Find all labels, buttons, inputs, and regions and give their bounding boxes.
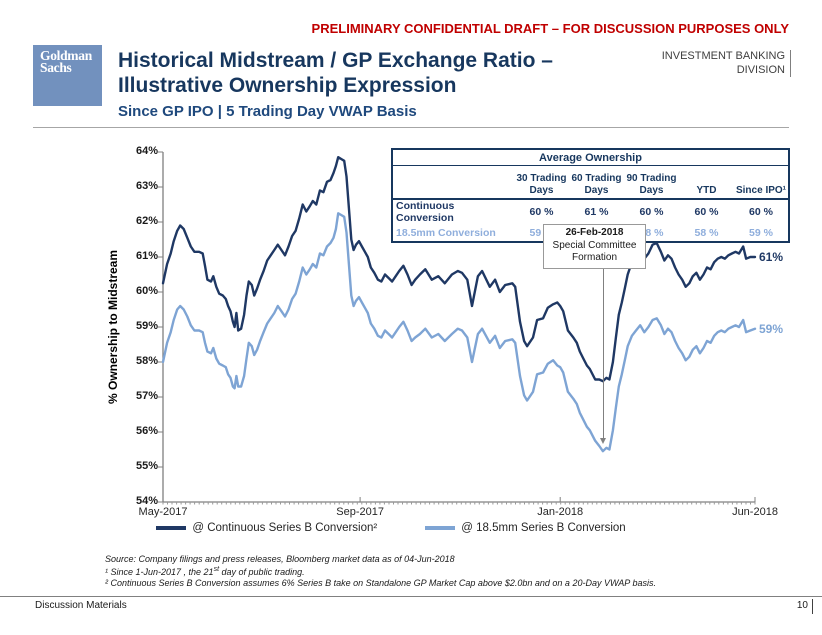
footnote-2: ² Continuous Series B Conversion assumes… xyxy=(105,577,656,588)
page-title: Historical Midstream / GP Exchange Ratio… xyxy=(118,48,658,98)
chart-legend: @ Continuous Series B Conversion² @ 18.5… xyxy=(0,522,782,534)
y-tick-label: 55% xyxy=(135,460,158,472)
x-axis-major-ticks xyxy=(162,497,756,502)
cell-value: 60 % xyxy=(749,206,773,218)
ownership-line-chart xyxy=(158,151,757,505)
footnote-1-text-end: day of public trading. xyxy=(219,566,305,577)
table-col-ytd: YTD xyxy=(679,165,734,200)
footnotes: Source: Company filings and press releas… xyxy=(105,554,656,588)
x-axis-minor-ticks xyxy=(162,502,756,505)
y-tick-label: 58% xyxy=(135,355,158,367)
series-end-label-continuous: 61% xyxy=(759,250,784,264)
cell-value: 61 % xyxy=(584,206,609,218)
table-col-60d: 60 Trading Days xyxy=(569,165,624,200)
annotation-box: 26-Feb-2018 Special Committee Formation xyxy=(543,224,646,269)
goldman-sachs-logo: Goldman Sachs xyxy=(33,45,102,106)
division-line2: DIVISION xyxy=(736,63,785,76)
y-tick-label: 62% xyxy=(135,215,158,227)
y-tick-label: 63% xyxy=(135,180,158,192)
18-5mm-conversion-line xyxy=(161,212,757,453)
cell-value: 60 % xyxy=(694,206,719,218)
legend-line-swatch-light xyxy=(425,526,456,530)
footer-divider xyxy=(0,596,822,597)
x-tick-label: Sep-2017 xyxy=(336,506,384,518)
footer-deck-title: Discussion Materials xyxy=(35,600,127,611)
table-title: Average Ownership xyxy=(392,149,789,166)
annotation-date: 26-Feb-2018 xyxy=(565,227,624,238)
logo-line1: Goldman xyxy=(40,48,92,63)
cell-value: 59 % xyxy=(749,226,773,239)
y-tick-label: 59% xyxy=(135,320,158,332)
series-end-label-18-5mm: 59% xyxy=(759,321,784,336)
legend-label-18-5mm: @ 18.5mm Series B Conversion xyxy=(461,522,626,534)
y-tick-label: 61% xyxy=(135,250,158,262)
legend-line-swatch-dark xyxy=(156,526,187,530)
footnote-1-text: ¹ Since 1-Jun-2017 , the 21 xyxy=(105,566,214,577)
footnote-1: ¹ Since 1-Jun-2017 , the 21st day of pub… xyxy=(105,565,656,578)
y-tick-label: 56% xyxy=(135,425,158,437)
y-tick-label: 60% xyxy=(135,285,158,297)
annotation-arrow xyxy=(600,268,606,444)
table-col-blank xyxy=(392,165,514,200)
y-tick-label: 57% xyxy=(135,390,158,402)
page-number: 10 xyxy=(797,599,813,614)
footnote-1-superscript: st xyxy=(213,565,220,573)
average-ownership-table: Average Ownership 30 Trading Days 60 Tra… xyxy=(391,148,790,243)
title-block: Historical Midstream / GP Exchange Ratio… xyxy=(118,48,658,98)
division-line1: INVESTMENT BANKING xyxy=(661,50,785,62)
cell-value: 60 % xyxy=(639,206,664,218)
y-tick-label: 64% xyxy=(135,145,158,157)
cell-value: 60 % xyxy=(529,206,554,218)
y-axis-ticks xyxy=(158,151,163,503)
page-subtitle: Since GP IPO | 5 Trading Day VWAP Basis xyxy=(118,103,417,120)
legend-item-continuous: @ Continuous Series B Conversion² xyxy=(156,522,377,534)
continuous-conversion-line xyxy=(161,155,757,383)
cell-value: 58 % xyxy=(694,226,719,239)
table-col-90d: 90 Trading Days xyxy=(624,165,679,200)
confidentiality-disclaimer: PRELIMINARY CONFIDENTIAL DRAFT – FOR DIS… xyxy=(311,21,789,36)
annotation-text-line1: Special Committee xyxy=(552,239,637,251)
table-col-since-ipo: Since IPO¹ xyxy=(734,165,789,200)
row-label-continuous: Continuous Conversion xyxy=(396,200,455,224)
row-label-18-5mm: 18.5mm Conversion xyxy=(396,226,496,239)
division-label: INVESTMENT BANKING DIVISION xyxy=(662,50,791,77)
page-title-line1: Historical Midstream / GP Exchange Ratio… xyxy=(118,49,553,72)
annotation-text-line2: Formation xyxy=(571,252,617,263)
x-tick-label: Jan-2018 xyxy=(537,506,584,518)
table-col-30d: 30 Trading Days xyxy=(514,165,569,200)
y-tick-label: 54% xyxy=(135,495,158,507)
footnote-source: Source: Company filings and press releas… xyxy=(105,554,455,564)
table-row: Continuous Conversion 60 % 61 % 60 % 60 … xyxy=(392,199,789,224)
page-title-line2: Illustrative Ownership Expression xyxy=(118,74,457,97)
goldman-sachs-logo-text: Goldman Sachs xyxy=(33,45,102,75)
x-tick-label: May-2017 xyxy=(138,506,188,518)
legend-item-18-5mm: @ 18.5mm Series B Conversion xyxy=(425,522,626,534)
x-tick-label: Jun-2018 xyxy=(732,506,778,518)
header-divider xyxy=(33,127,789,128)
legend-label-continuous: @ Continuous Series B Conversion² xyxy=(192,522,378,534)
logo-line2: Sachs xyxy=(40,60,72,75)
